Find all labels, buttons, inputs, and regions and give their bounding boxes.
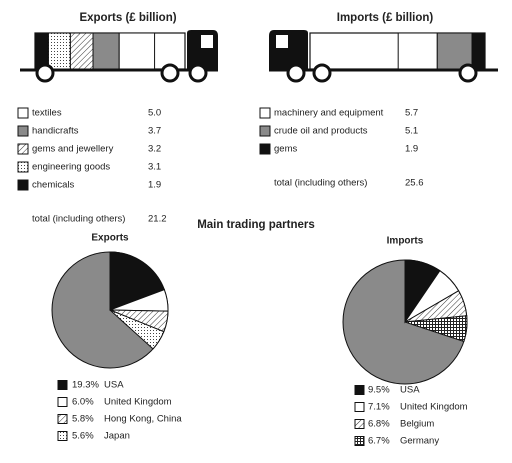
- value-label: 6.8%: [368, 419, 390, 430]
- legend-swatch: [17, 107, 29, 119]
- pie-slice: [109, 251, 165, 311]
- legend-label: United Kingdom: [104, 397, 172, 408]
- cab-window: [276, 35, 288, 48]
- total-value: 25.6: [405, 178, 424, 189]
- value-label: 3.2: [148, 144, 161, 155]
- legend-label: textiles: [32, 108, 62, 119]
- value-label: 7.1%: [368, 402, 390, 413]
- legend-swatch: [57, 380, 68, 390]
- chart-title: Imports: [387, 236, 424, 247]
- value-label: 3.7: [148, 126, 161, 137]
- chart-title: Imports (£ billion): [337, 12, 434, 24]
- value-label: 5.8%: [72, 414, 94, 425]
- wheel: [312, 63, 332, 83]
- total-label: total (including others): [274, 178, 367, 189]
- legend-swatch: [57, 414, 68, 424]
- cargo-segment: [436, 32, 473, 70]
- wheel: [286, 63, 306, 83]
- legend-label: handicrafts: [32, 126, 79, 137]
- value-label: 5.1: [405, 126, 418, 137]
- legend-swatch: [259, 125, 271, 137]
- legend-label: gems: [274, 144, 297, 155]
- legend-label: gems and jewellery: [32, 144, 114, 155]
- legend-swatch: [17, 161, 29, 173]
- value-label: 19.3%: [72, 380, 99, 391]
- value-label: 6.7%: [368, 436, 390, 447]
- legend-label: United Kingdom: [400, 402, 468, 413]
- legend-swatch: [259, 107, 271, 119]
- legend-swatch: [17, 125, 29, 137]
- legend-swatch: [17, 143, 29, 155]
- legend-swatch: [354, 385, 365, 395]
- wheel: [458, 63, 478, 83]
- value-label: 1.9: [148, 180, 161, 191]
- pie-slice: [404, 315, 468, 343]
- legend-swatch: [57, 397, 68, 407]
- value-label: 3.1: [148, 162, 161, 173]
- section-heading: Main trading partners: [197, 219, 315, 231]
- legend-swatch: [259, 143, 271, 155]
- total-label: total (including others): [32, 214, 125, 225]
- cargo-segment: [118, 32, 156, 70]
- legend-label: Belgium: [400, 419, 434, 430]
- legend-label: crude oil and products: [274, 126, 368, 137]
- legend-swatch: [354, 436, 365, 446]
- legend-swatch: [57, 431, 68, 441]
- cargo-segment: [92, 32, 120, 70]
- wheel: [188, 63, 208, 83]
- legend-swatch: [354, 419, 365, 429]
- legend-swatch: [17, 179, 29, 191]
- wheel: [160, 63, 180, 83]
- cab-window: [201, 35, 213, 48]
- legend-label: chemicals: [32, 180, 74, 191]
- value-label: 6.0%: [72, 397, 94, 408]
- wheel: [35, 63, 55, 83]
- total-value: 21.2: [148, 214, 167, 225]
- pie-slice: [109, 309, 165, 350]
- value-label: 1.9: [405, 144, 418, 155]
- value-label: 9.5%: [368, 385, 390, 396]
- legend-label: Germany: [400, 436, 439, 447]
- value-label: 5.6%: [72, 431, 94, 442]
- chart-title: Exports (£ billion): [79, 12, 176, 24]
- legend-swatch: [354, 402, 365, 412]
- legend-label: Hong Kong, China: [104, 414, 182, 425]
- chart-title: Exports: [91, 233, 129, 244]
- legend-label: machinery and equipment: [274, 108, 384, 119]
- cargo-segment: [34, 32, 49, 70]
- cargo-segment: [397, 32, 438, 70]
- value-label: 5.0: [148, 108, 161, 119]
- cargo-segment: [471, 32, 486, 70]
- legend-label: Japan: [104, 431, 130, 442]
- value-label: 5.7: [405, 108, 418, 119]
- legend-label: USA: [400, 385, 420, 396]
- legend-label: engineering goods: [32, 162, 110, 173]
- cargo-segment: [69, 32, 94, 70]
- cargo-segment: [47, 32, 71, 70]
- legend-label: USA: [104, 380, 124, 391]
- cab: [269, 30, 308, 70]
